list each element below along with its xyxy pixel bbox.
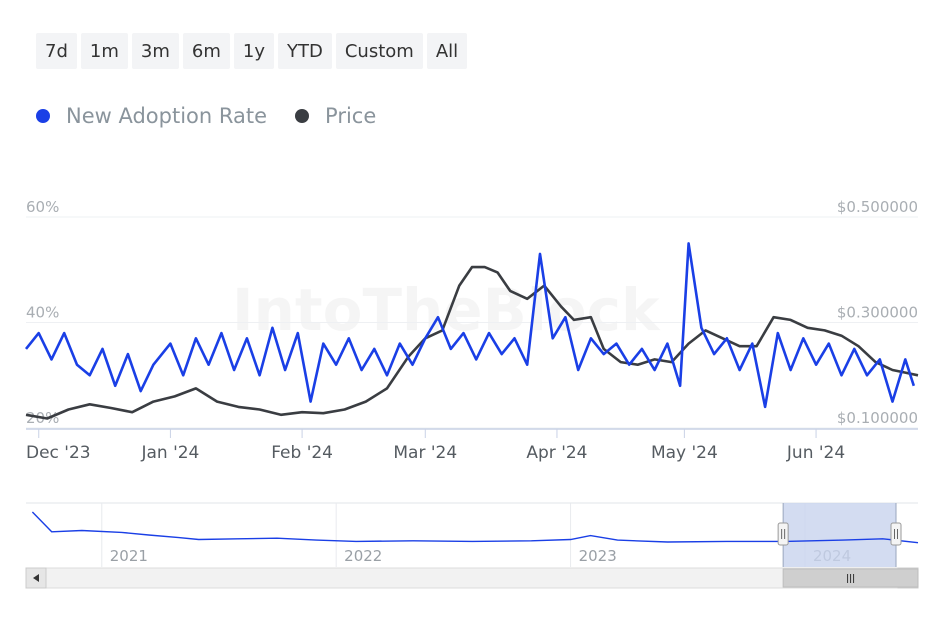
navigator-year-label: 2023 xyxy=(579,547,617,565)
navigator[interactable]: 2021202220232024 xyxy=(25,502,919,589)
x-tick-label: Jan '24 xyxy=(140,443,199,463)
y-right-tick-label: $0.100000 xyxy=(837,409,918,427)
x-tick-label: Mar '24 xyxy=(393,443,457,463)
arrow-left-icon xyxy=(33,574,39,582)
range-button-6m[interactable]: 6m xyxy=(182,33,230,69)
range-selector: 7d 1m 3m 6m 1y YTD Custom All xyxy=(36,33,468,69)
navigator-selection[interactable] xyxy=(783,503,896,567)
legend-label-price: Price xyxy=(325,104,377,128)
x-tick-label: Dec '23 xyxy=(26,443,91,463)
navigator-handle-left[interactable] xyxy=(777,522,789,546)
legend: New Adoption Rate Price xyxy=(36,104,376,128)
range-button-ytd[interactable]: YTD xyxy=(278,33,332,69)
y-axis-left: 60%40%20% xyxy=(26,198,59,427)
x-tick-label: Apr '24 xyxy=(526,443,587,463)
range-button-3m[interactable]: 3m xyxy=(131,33,179,69)
range-button-custom[interactable]: Custom xyxy=(335,33,423,69)
range-button-1y[interactable]: 1y xyxy=(233,33,274,69)
x-tick-label: Jun '24 xyxy=(786,443,845,463)
series-line-price xyxy=(25,265,919,420)
y-right-tick-label: $0.300000 xyxy=(837,304,918,322)
legend-item-adoption[interactable]: New Adoption Rate xyxy=(36,104,267,128)
series-line-adoption xyxy=(24,242,916,409)
y-axis-right: $0.500000 $0.300000 $0.100000 xyxy=(837,198,918,427)
range-button-1m[interactable]: 1m xyxy=(80,33,128,69)
x-tick-label: May '24 xyxy=(651,443,718,463)
legend-label-adoption: New Adoption Rate xyxy=(66,104,268,128)
series-group xyxy=(24,242,919,420)
x-tick-label: Feb '24 xyxy=(271,443,333,463)
y-left-tick-label: 40% xyxy=(26,304,59,322)
navigator-year-label: 2021 xyxy=(110,547,148,565)
legend-item-price[interactable]: Price xyxy=(295,104,376,128)
y-right-tick-label: $0.500000 xyxy=(837,198,918,216)
range-button-all[interactable]: All xyxy=(426,33,468,69)
legend-marker-adoption xyxy=(36,109,50,123)
range-button-7d[interactable]: 7d xyxy=(36,33,77,69)
y-left-tick-label: 60% xyxy=(26,198,59,216)
navigator-series-line xyxy=(31,511,919,544)
navigator-handle-right[interactable] xyxy=(890,522,902,546)
x-axis: Dec '23 Jan '24 Feb '24 Mar '24 Apr '24 May '… xyxy=(26,428,918,463)
grid-lines xyxy=(26,216,918,429)
navigator-year-label: 2022 xyxy=(344,547,382,565)
legend-marker-price xyxy=(295,109,310,123)
